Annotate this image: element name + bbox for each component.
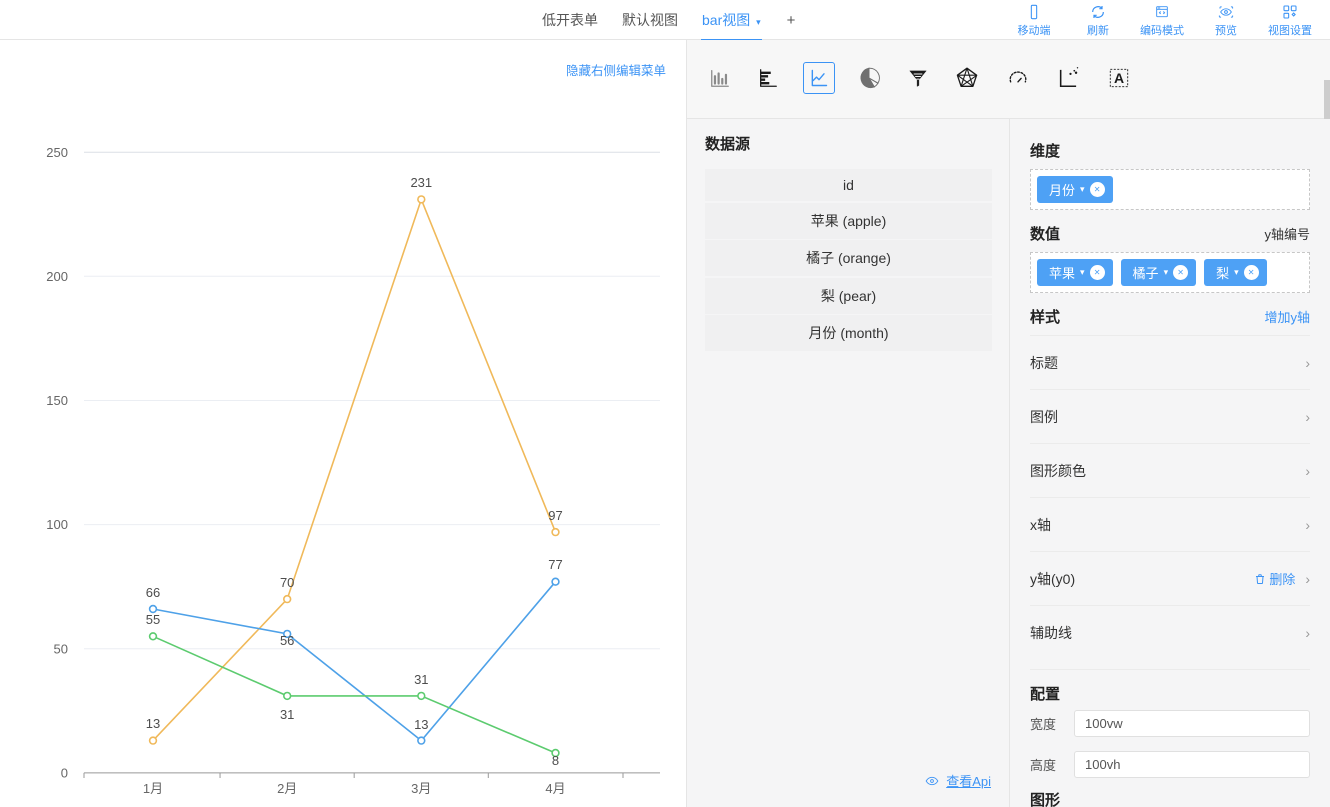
svg-text:13: 13 bbox=[146, 716, 160, 731]
svg-text:31: 31 bbox=[280, 707, 294, 722]
svg-text:0: 0 bbox=[61, 766, 68, 781]
svg-text:77: 77 bbox=[548, 557, 562, 572]
svg-text:8: 8 bbox=[552, 753, 559, 768]
svg-text:3月: 3月 bbox=[411, 781, 431, 796]
svg-text:66: 66 bbox=[146, 585, 160, 600]
svg-text:100: 100 bbox=[46, 517, 68, 532]
svg-text:13: 13 bbox=[414, 717, 428, 732]
svg-text:150: 150 bbox=[46, 393, 68, 408]
svg-text:70: 70 bbox=[280, 575, 294, 590]
svg-text:200: 200 bbox=[46, 269, 68, 284]
svg-text:55: 55 bbox=[146, 612, 160, 627]
svg-text:2月: 2月 bbox=[277, 781, 297, 796]
svg-text:231: 231 bbox=[410, 175, 432, 190]
svg-text:1月: 1月 bbox=[143, 781, 163, 796]
svg-text:4月: 4月 bbox=[545, 781, 565, 796]
svg-text:97: 97 bbox=[548, 508, 562, 523]
svg-text:56: 56 bbox=[280, 633, 294, 648]
svg-text:250: 250 bbox=[46, 145, 68, 160]
svg-text:31: 31 bbox=[414, 672, 428, 687]
svg-text:50: 50 bbox=[54, 641, 68, 656]
